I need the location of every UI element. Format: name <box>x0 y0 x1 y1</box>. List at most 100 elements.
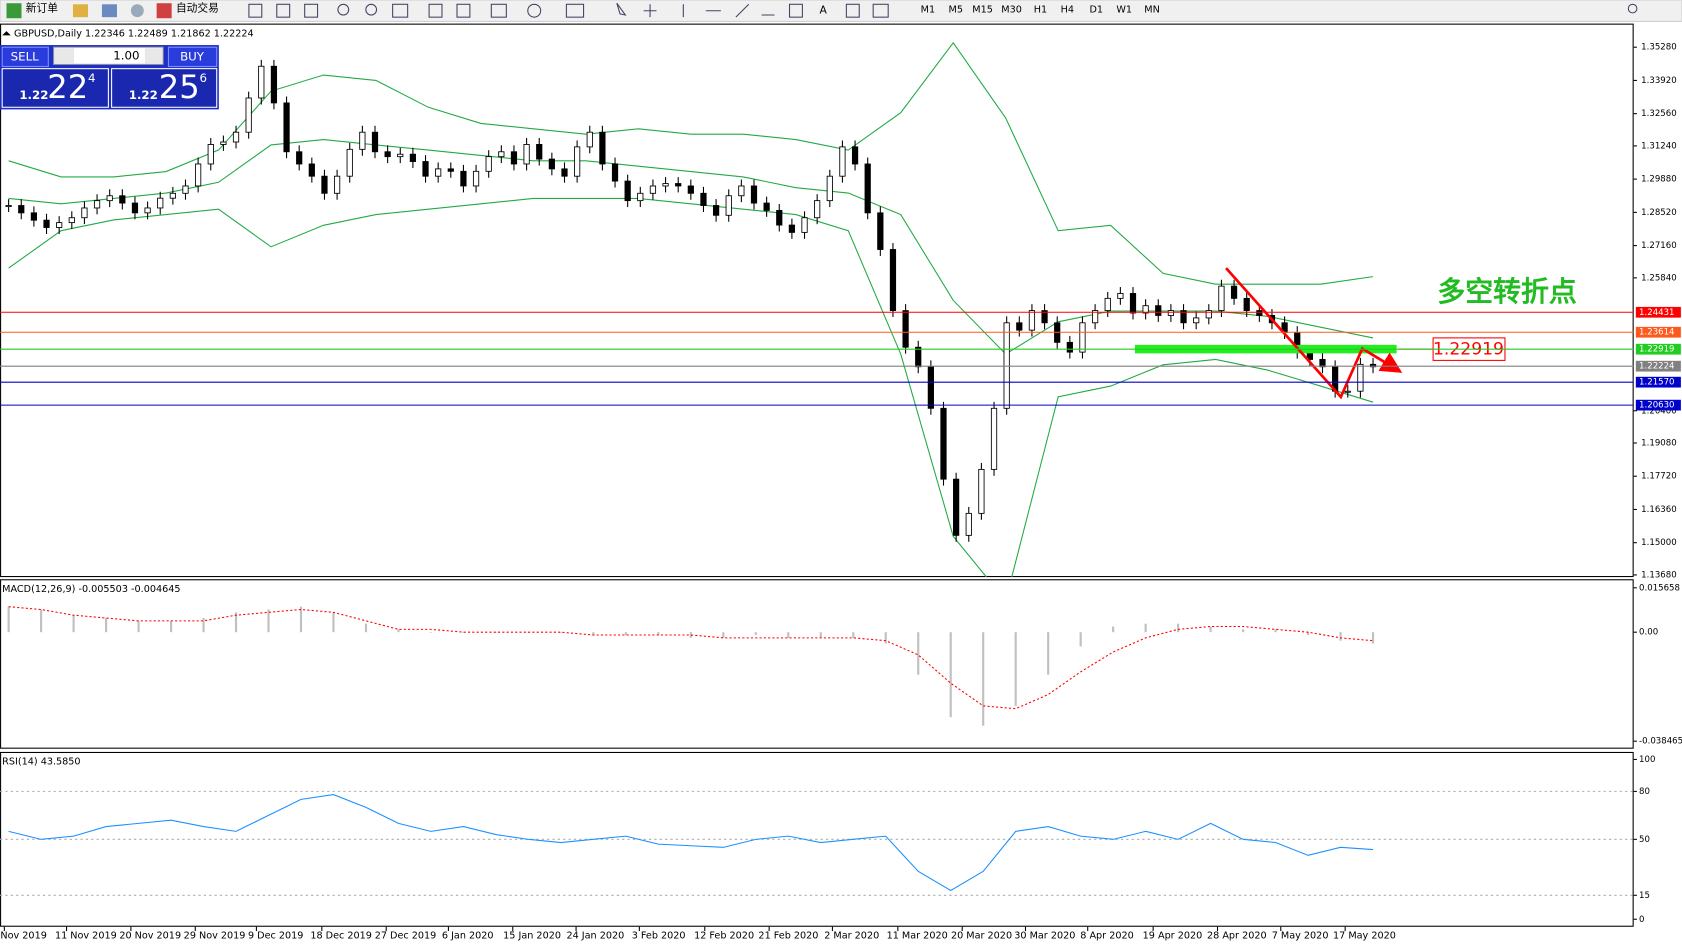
new-order[interactable]: 新订单 <box>26 2 58 15</box>
icon[interactable] <box>872 3 889 18</box>
candle-body <box>283 102 290 153</box>
candle-body <box>422 161 429 177</box>
period-button[interactable]: H1 <box>1034 5 1047 16</box>
period-button[interactable]: D1 <box>1090 5 1104 16</box>
candle-body <box>93 200 101 209</box>
icon[interactable] <box>565 3 585 18</box>
candle-body <box>624 180 631 202</box>
icon[interactable] <box>392 3 409 18</box>
y-tick-label: 1.29880 <box>1641 175 1676 185</box>
zoom-in[interactable] <box>337 3 350 16</box>
cursor[interactable] <box>616 2 627 16</box>
icon[interactable] <box>490 3 507 18</box>
y-tick-label: 1.13680 <box>1641 570 1676 580</box>
candle-body <box>826 175 833 202</box>
period-button[interactable]: H4 <box>1061 5 1074 16</box>
sell-price-box[interactable] <box>1 68 109 108</box>
icon[interactable] <box>304 3 319 18</box>
macd-bar <box>332 612 335 633</box>
macd-bar <box>1242 629 1245 633</box>
period-button[interactable]: M5 <box>949 5 963 16</box>
rsi-line <box>8 794 1374 892</box>
candle-body <box>1344 390 1351 393</box>
lots-value[interactable]: 1.00 <box>113 48 139 62</box>
macd-bar <box>234 612 238 633</box>
search[interactable] <box>1627 3 1638 14</box>
macd-bar <box>917 632 920 675</box>
tools[interactable] <box>682 3 775 18</box>
candle-body <box>296 151 303 165</box>
zoom-out[interactable] <box>365 3 378 16</box>
lots-input[interactable] <box>53 46 164 65</box>
candle-body <box>1218 285 1225 312</box>
candle-body <box>245 97 252 133</box>
level-tag <box>1635 343 1681 355</box>
candle-body <box>207 144 214 165</box>
candle-body <box>485 156 492 172</box>
crosshair[interactable] <box>643 4 657 18</box>
y-tick-label: 0 <box>1639 915 1644 925</box>
level-tag <box>1635 399 1681 411</box>
candle-body <box>1079 322 1086 353</box>
candle-body <box>195 163 202 187</box>
candle-body <box>498 151 505 158</box>
candle-body <box>258 65 265 99</box>
macd-signal <box>8 606 1374 710</box>
sell-big-figure: 1.22 <box>19 88 48 102</box>
lots-up[interactable] <box>144 48 163 64</box>
auto-trade-icon[interactable] <box>156 3 172 19</box>
y-tick-label: 15 <box>1639 891 1650 901</box>
auto-trade[interactable]: 自动交易 <box>176 2 219 15</box>
level-tag-label: 1.22224 <box>1639 362 1674 372</box>
buy-price-box[interactable] <box>111 68 218 108</box>
candle-body <box>220 141 227 145</box>
icon[interactable] <box>276 3 291 18</box>
candle-body <box>548 158 555 170</box>
candle-body <box>788 224 796 233</box>
period-button[interactable]: M1 <box>921 5 935 16</box>
candle-body <box>611 163 619 182</box>
lots-down[interactable] <box>54 48 75 64</box>
macd-bar <box>1047 632 1050 675</box>
candle-body <box>953 478 960 536</box>
candle-body <box>776 209 783 226</box>
y-tick-label: 0.00 <box>1639 628 1658 638</box>
icon[interactable] <box>130 4 144 18</box>
candle-body <box>321 175 328 194</box>
icon[interactable] <box>845 3 860 18</box>
icon[interactable] <box>72 4 89 18</box>
macd-label: MACD(12,26,9) -0.005503 -0.004645 <box>2 584 180 595</box>
candle-body <box>927 366 934 409</box>
icon[interactable] <box>456 3 471 18</box>
buy-label[interactable]: BUY <box>180 49 205 63</box>
period-button[interactable]: MN <box>1144 5 1160 16</box>
macd-bar <box>787 632 790 638</box>
candle-body <box>144 207 151 214</box>
icon[interactable] <box>527 3 542 18</box>
icon[interactable] <box>248 3 263 18</box>
candle-body <box>460 170 467 187</box>
candle-body <box>43 219 50 228</box>
buy-button[interactable] <box>167 46 218 68</box>
icon[interactable] <box>101 4 117 18</box>
text-tool[interactable]: A <box>820 4 828 17</box>
candle-body <box>1066 341 1073 353</box>
period-button[interactable]: M30 <box>1001 5 1022 16</box>
macd-bar <box>1306 632 1310 636</box>
x-tick-label: 11 Mar 2020 <box>887 930 948 941</box>
candle-body <box>978 468 985 514</box>
y-tick-label: 1.33920 <box>1641 76 1676 86</box>
collapse-icon <box>2 31 11 36</box>
x-tick-label: 17 May 2020 <box>1333 930 1396 941</box>
new-order-icon[interactable] <box>6 3 22 19</box>
sell-button[interactable] <box>1 46 49 68</box>
candle-body <box>1016 322 1023 331</box>
period-button[interactable]: M15 <box>972 5 993 16</box>
sell-label[interactable]: SELL <box>11 49 39 63</box>
annotation: 多空转折点 <box>1437 275 1576 308</box>
level-tag <box>1635 360 1681 372</box>
period-button[interactable]: W1 <box>1116 5 1132 16</box>
icon[interactable] <box>788 3 803 18</box>
y-tick-label: 1.17720 <box>1641 472 1676 482</box>
icon[interactable] <box>428 3 443 18</box>
